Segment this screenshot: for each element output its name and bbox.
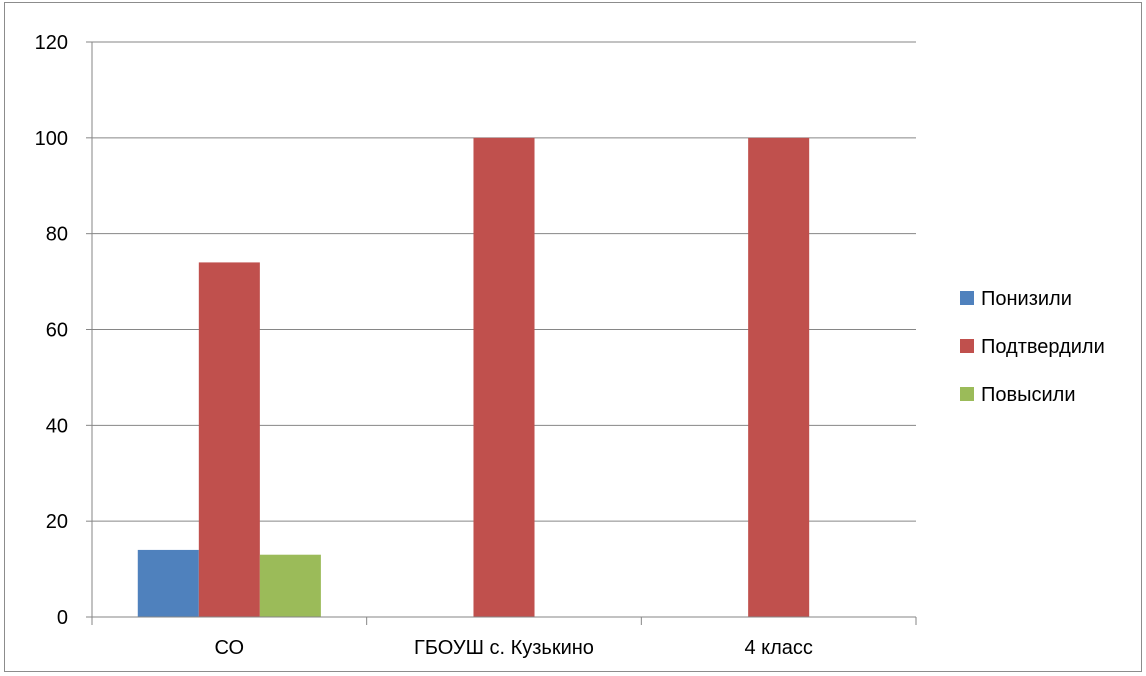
- legend-item: Повысили: [960, 384, 1076, 406]
- y-tick-label: 80: [46, 224, 68, 246]
- bar-Подтвердили-4 класс: [748, 137, 810, 618]
- y-axis-ticks: 0 20 40 60 80 100 120: [35, 32, 92, 629]
- legend-item: Подтвердили: [960, 336, 1105, 358]
- legend-label: Подтвердили: [981, 336, 1105, 358]
- y-tick-label: 100: [35, 128, 68, 150]
- y-tick-label: 0: [57, 607, 68, 629]
- legend-swatch: [960, 339, 974, 353]
- bar-Понизили-СО: [137, 549, 199, 617]
- legend-item: Понизили: [960, 288, 1072, 310]
- bar-Подтвердили-ГБОУШ с. Кузькино: [473, 137, 535, 618]
- legend: Понизили Подтвердили Повысили: [960, 288, 1105, 406]
- bars: [137, 137, 810, 618]
- x-axis-ticks: СО ГБОУШ с. Кузькино 4 класс: [91, 617, 917, 659]
- y-tick-label: 40: [46, 415, 68, 437]
- x-tick-label: ГБОУШ с. Кузькино: [414, 637, 594, 659]
- legend-swatch: [960, 291, 974, 305]
- y-tick-label: 60: [46, 320, 68, 342]
- x-tick-label: 4 класс: [744, 637, 812, 659]
- y-tick-label: 20: [46, 511, 68, 533]
- x-tick-label: СО: [215, 637, 245, 659]
- bar-Подтвердили-СО: [198, 262, 260, 617]
- bar-Повысили-СО: [259, 554, 321, 617]
- legend-label: Повысили: [981, 384, 1076, 406]
- y-tick-label: 120: [35, 32, 68, 54]
- legend-swatch: [960, 387, 974, 401]
- legend-label: Понизили: [981, 288, 1072, 310]
